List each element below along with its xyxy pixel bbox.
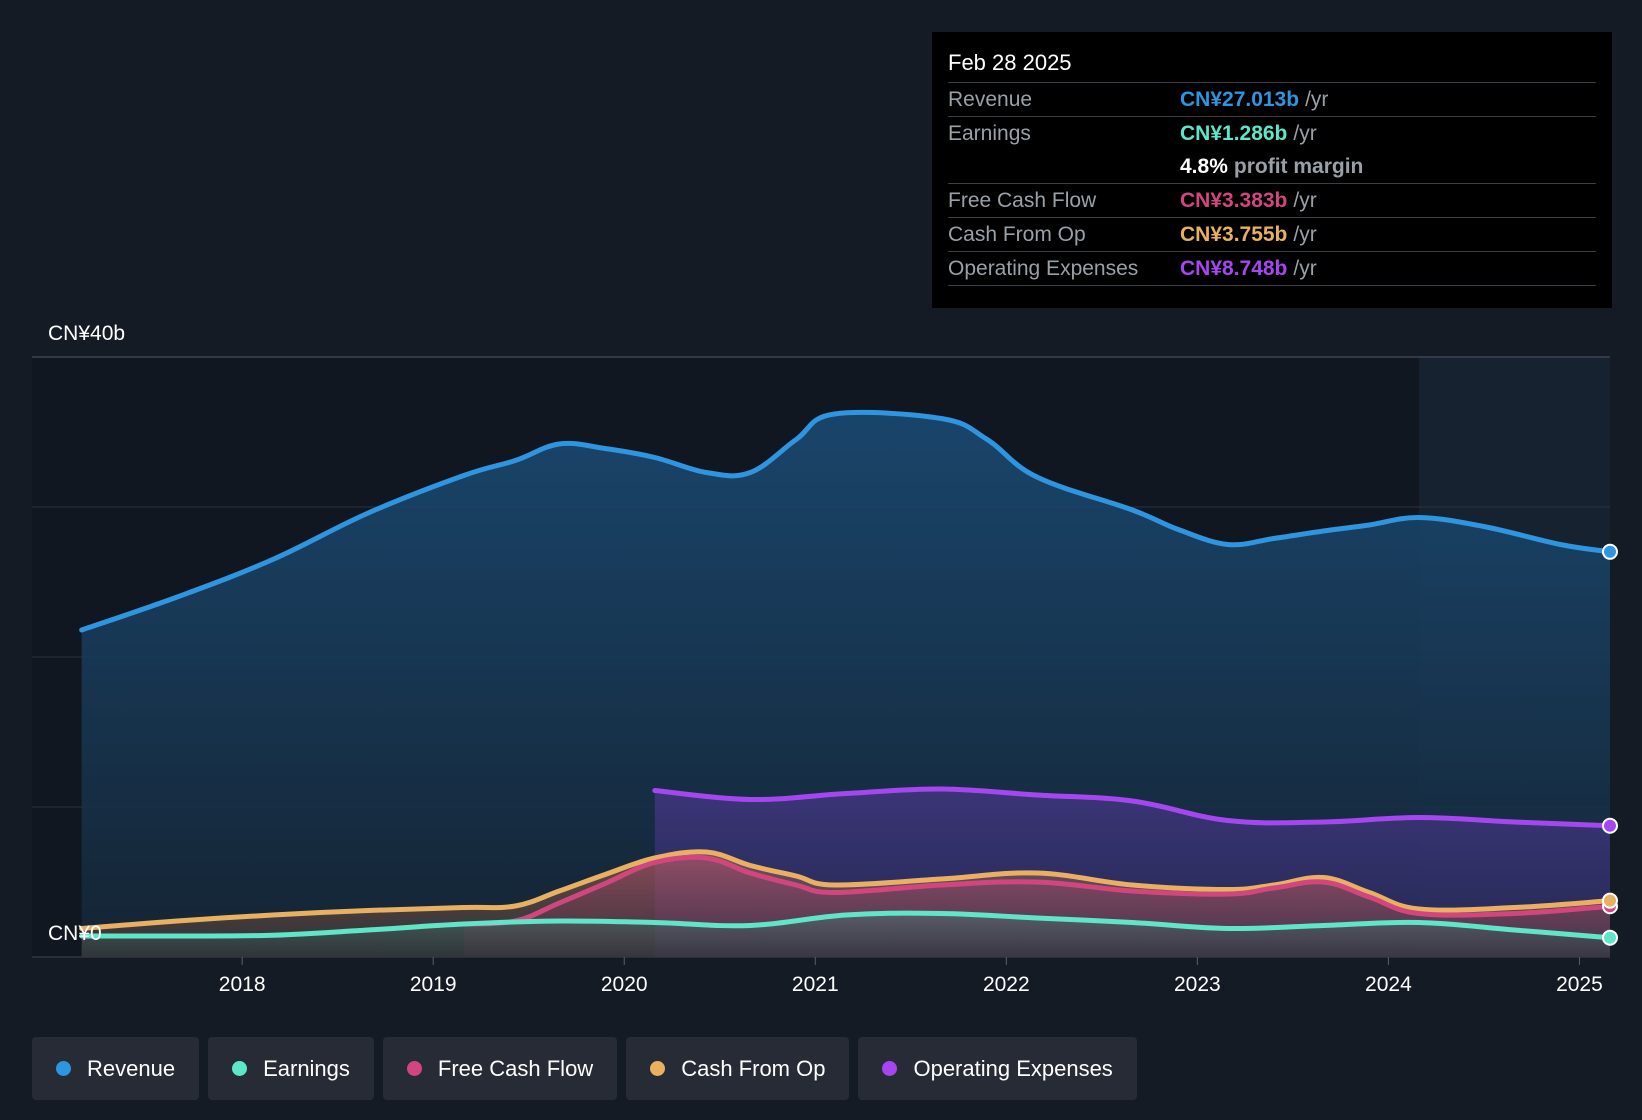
tooltip-value: CN¥27.013b xyxy=(1180,88,1300,111)
tooltip-row-revenue: Revenue CN¥27.013b /yr xyxy=(948,83,1596,117)
end-markers xyxy=(1602,543,1618,946)
legend-dot-icon xyxy=(406,1061,422,1076)
tooltip-margin-value: 4.8% xyxy=(1180,155,1228,178)
tooltip-unit: /yr xyxy=(1293,189,1317,212)
tooltip-unit: /yr xyxy=(1293,257,1317,280)
x-axis-ticks: 2018 2019 2020 2021 2022 2023 2024 2025 xyxy=(219,957,1603,996)
x-tick-label: 2019 xyxy=(410,973,457,996)
tooltip-label: Revenue xyxy=(948,88,1033,111)
legend-item-cash-from-op[interactable]: Cash From Op xyxy=(626,1037,850,1100)
tooltip-row-earnings: Earnings CN¥1.286b /yr xyxy=(948,117,1596,150)
free-cash-flow-line xyxy=(461,854,1613,927)
x-tick-label: 2021 xyxy=(792,973,839,996)
tooltip-value: CN¥3.755b xyxy=(1180,223,1288,246)
revenue-end-dot xyxy=(1602,543,1618,560)
tooltip-row-margin: 4.8% profit margin xyxy=(948,150,1596,184)
revenue-line xyxy=(79,409,1613,633)
cfo-end-dot xyxy=(1602,892,1618,909)
opex-end-dot xyxy=(1602,817,1618,834)
legend-dot-icon xyxy=(232,1061,248,1076)
tooltip-label: Free Cash Flow xyxy=(948,189,1097,212)
earn-end-dot xyxy=(1602,929,1618,946)
legend-label: Revenue xyxy=(87,1055,176,1081)
legend-item-operating-expenses[interactable]: Operating Expenses xyxy=(858,1037,1137,1100)
legend-dot-icon xyxy=(882,1061,898,1076)
x-tick-label: 2018 xyxy=(219,973,266,996)
tooltip-panel: Feb 28 2025 Revenue CN¥27.013b /yr Earni… xyxy=(932,32,1612,308)
tooltip-label: Earnings xyxy=(948,122,1031,145)
cash-from-op-line xyxy=(79,849,1613,931)
x-tick-label: 2022 xyxy=(983,973,1030,996)
tooltip-value: CN¥1.286b xyxy=(1180,122,1288,145)
legend-label: Earnings xyxy=(263,1055,350,1081)
legend-label: Operating Expenses xyxy=(913,1055,1113,1081)
tooltip-unit: /yr xyxy=(1293,223,1317,246)
x-tick-label: 2024 xyxy=(1365,973,1412,996)
legend-item-revenue[interactable]: Revenue xyxy=(32,1037,200,1100)
legend-label: Free Cash Flow xyxy=(437,1055,594,1081)
earnings-line xyxy=(79,910,1613,941)
operating-expenses-line xyxy=(652,786,1613,829)
tooltip-margin-text: profit margin xyxy=(1233,155,1364,178)
legend-dot-icon xyxy=(56,1061,71,1076)
x-tick-label: 2023 xyxy=(1174,973,1221,996)
legend-item-free-cash-flow[interactable]: Free Cash Flow xyxy=(382,1037,618,1100)
x-tick-label: 2020 xyxy=(601,973,648,996)
tooltip-unit: /yr xyxy=(1293,122,1317,145)
tooltip-label: Operating Expenses xyxy=(948,257,1139,280)
legend-label: Cash From Op xyxy=(681,1055,826,1081)
tooltip-row-cfo: Cash From Op CN¥3.755b /yr xyxy=(948,218,1596,252)
legend-dot-icon xyxy=(650,1061,666,1076)
tooltip-row-opex: Operating Expenses CN¥8.748b /yr xyxy=(948,252,1596,286)
tooltip-date: Feb 28 2025 xyxy=(948,46,1596,83)
tooltip-value: CN¥8.748b xyxy=(1180,257,1288,280)
tooltip-row-fcf: Free Cash Flow CN¥3.383b /yr xyxy=(948,184,1596,218)
legend-item-earnings[interactable]: Earnings xyxy=(208,1037,374,1100)
x-tick-label: 2025 xyxy=(1556,973,1603,996)
tooltip-unit: /yr xyxy=(1305,88,1329,111)
legend: Revenue Earnings Free Cash Flow Cash Fro… xyxy=(32,1037,1137,1100)
y-axis-zero-label: CN¥0 xyxy=(48,922,102,945)
y-axis-top-label: CN¥40b xyxy=(48,322,125,345)
tooltip-label: Cash From Op xyxy=(948,223,1086,246)
tooltip-value: CN¥3.383b xyxy=(1180,189,1288,212)
